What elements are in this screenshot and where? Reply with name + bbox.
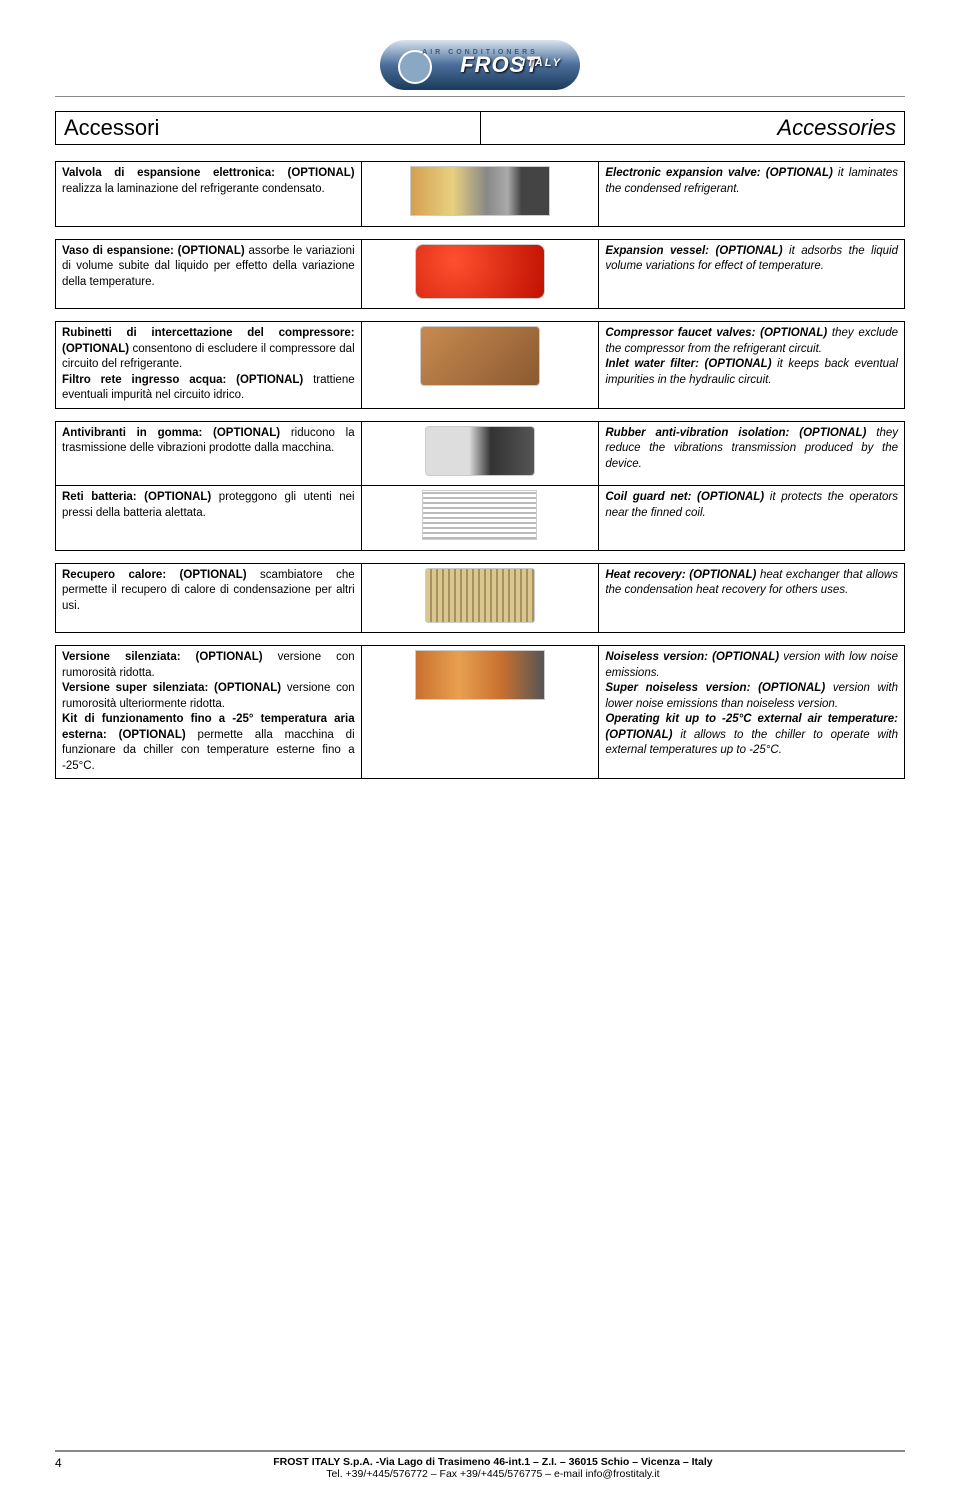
accessory-text-en: Expansion vessel: (OPTIONAL) it adsorbs … bbox=[599, 239, 905, 309]
accessory-image bbox=[361, 421, 599, 486]
accessory-text-en: Electronic expansion valve: (OPTIONAL) i… bbox=[599, 162, 905, 227]
accessory-row: Antivibranti in gomma: (OPTIONAL) riduco… bbox=[56, 421, 905, 486]
page-number: 4 bbox=[55, 1456, 85, 1470]
accessory-group: Vaso di espansione: (OPTIONAL) assorbe l… bbox=[55, 239, 905, 310]
accessory-image bbox=[361, 162, 599, 227]
img-antivib-icon bbox=[425, 426, 535, 476]
accessory-text-en: Noiseless version: (OPTIONAL) version wi… bbox=[599, 646, 905, 779]
accessory-row: Rubinetti di intercettazione del compres… bbox=[56, 322, 905, 409]
title-right: Accessories bbox=[480, 112, 905, 145]
accessory-group: Rubinetti di intercettazione del compres… bbox=[55, 321, 905, 409]
accessory-text-it: Recupero calore: (OPTIONAL) scambiatore … bbox=[56, 563, 362, 633]
footer-text: FROST ITALY S.p.A. -Via Lago di Trasimen… bbox=[88, 1456, 898, 1480]
img-heatex-icon bbox=[425, 568, 535, 623]
accessory-image bbox=[361, 239, 599, 309]
footer-line2: Tel. +39/+445/576772 – Fax +39/+445/5767… bbox=[326, 1468, 659, 1480]
accessory-image bbox=[361, 486, 599, 551]
accessory-row: Versione silenziata: (OPTIONAL) versione… bbox=[56, 646, 905, 779]
accessory-text-en: Compressor faucet valves: (OPTIONAL) the… bbox=[599, 322, 905, 409]
accessory-group: Valvola di espansione elettronica: (OPTI… bbox=[55, 161, 905, 227]
accessory-row: Recupero calore: (OPTIONAL) scambiatore … bbox=[56, 563, 905, 633]
accessory-text-it: Reti batteria: (OPTIONAL) proteggono gli… bbox=[56, 486, 362, 551]
logo-sub: ITALY bbox=[522, 38, 562, 88]
accessory-image bbox=[361, 646, 599, 779]
header-logo: AIR CONDITIONERS FROST ITALY bbox=[55, 40, 905, 97]
title-left: Accessori bbox=[56, 112, 481, 145]
accessory-text-en: Coil guard net: (OPTIONAL) it protects t… bbox=[599, 486, 905, 551]
accessory-group: Versione silenziata: (OPTIONAL) versione… bbox=[55, 645, 905, 779]
img-vessel-icon bbox=[415, 244, 545, 299]
accessory-text-it: Rubinetti di intercettazione del compres… bbox=[56, 322, 362, 409]
img-kit-icon bbox=[415, 650, 545, 700]
accessory-text-it: Vaso di espansione: (OPTIONAL) assorbe l… bbox=[56, 239, 362, 309]
accessory-text-it: Antivibranti in gomma: (OPTIONAL) riduco… bbox=[56, 421, 362, 486]
accessory-row: Reti batteria: (OPTIONAL) proteggono gli… bbox=[56, 486, 905, 551]
img-valve-icon bbox=[410, 166, 550, 216]
accessory-row: Vaso di espansione: (OPTIONAL) assorbe l… bbox=[56, 239, 905, 309]
img-faucet-icon bbox=[420, 326, 540, 386]
accessory-image bbox=[361, 563, 599, 633]
accessory-text-it: Valvola di espansione elettronica: (OPTI… bbox=[56, 162, 362, 227]
accessory-image bbox=[361, 322, 599, 409]
accessories-list: Valvola di espansione elettronica: (OPTI… bbox=[55, 161, 905, 779]
accessory-group: Recupero calore: (OPTIONAL) scambiatore … bbox=[55, 563, 905, 634]
accessory-group: Antivibranti in gomma: (OPTIONAL) riduco… bbox=[55, 421, 905, 551]
page-footer: 4 FROST ITALY S.p.A. -Via Lago di Trasim… bbox=[55, 1450, 905, 1480]
accessory-text-en: Heat recovery: (OPTIONAL) heat exchanger… bbox=[599, 563, 905, 633]
section-title: Accessori Accessories bbox=[55, 111, 905, 145]
accessory-text-en: Rubber anti-vibration isolation: (OPTION… bbox=[599, 421, 905, 486]
accessory-row: Valvola di espansione elettronica: (OPTI… bbox=[56, 162, 905, 227]
footer-line1: FROST ITALY S.p.A. -Via Lago di Trasimen… bbox=[273, 1456, 712, 1468]
accessory-text-it: Versione silenziata: (OPTIONAL) versione… bbox=[56, 646, 362, 779]
img-grid-icon bbox=[422, 490, 537, 540]
